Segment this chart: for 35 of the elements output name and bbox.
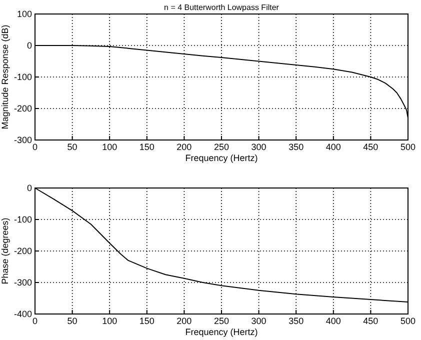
x-tick-label: 500 [400,316,416,326]
x-tick-label: 300 [251,316,266,326]
x-tick-label: 150 [139,142,154,152]
x-tick-label: 50 [67,316,78,326]
y-tick-label: -200 [14,104,32,114]
x-tick-label: 100 [102,142,118,152]
y-tick-label: 0 [26,183,32,193]
y-tick-label: -200 [14,246,32,256]
x-tick-label: 350 [288,316,304,326]
y-tick-label: -300 [14,278,32,288]
y-axis-title: Magnitude Response (dB) [0,24,10,130]
x-tick-label: 250 [214,142,230,152]
x-axis-title: Frequency (Hertz) [185,327,258,337]
chart-title: n = 4 Butterworth Lowpass Filter [164,3,280,12]
x-tick-label: 250 [214,316,230,326]
x-tick-label: 50 [67,142,78,152]
x-tick-label: 500 [400,142,416,152]
y-tick-label: -100 [14,214,32,224]
x-tick-label: 450 [363,316,378,326]
x-tick-label: 200 [176,142,192,152]
y-tick-label: 100 [16,9,32,19]
x-tick-label: 300 [251,142,266,152]
x-tick-label: 200 [176,316,192,326]
y-axis-title: Phase (degrees) [0,218,10,284]
y-tick-label: 0 [26,40,32,50]
x-tick-label: 450 [363,142,378,152]
x-tick-label: 400 [326,316,341,326]
x-axis-title: Frequency (Hertz) [185,153,258,163]
y-tick-label: -100 [14,72,32,82]
x-tick-label: 350 [288,142,304,152]
y-tick-label: -300 [14,135,32,145]
x-tick-label: 150 [139,316,154,326]
x-tick-label: 100 [102,316,118,326]
x-tick-label: 400 [326,142,341,152]
y-tick-label: -400 [14,309,32,319]
